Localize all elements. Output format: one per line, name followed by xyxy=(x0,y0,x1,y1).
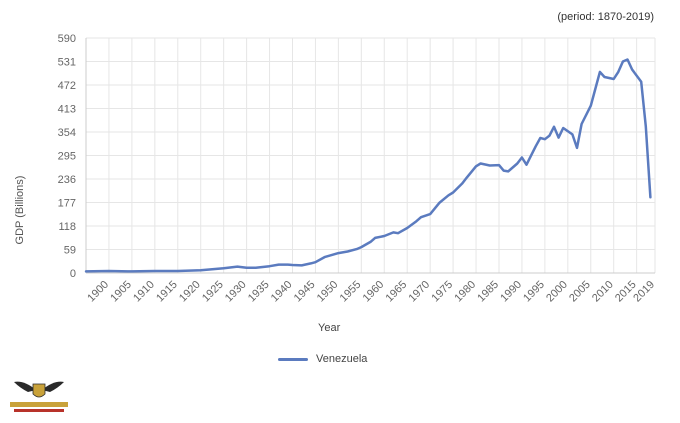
x-tick-label: 1920 xyxy=(177,279,203,305)
x-tick-label: 2005 xyxy=(567,279,593,305)
y-tick-label: 354 xyxy=(58,127,76,139)
x-tick-label: 1990 xyxy=(498,279,524,305)
x-tick-label: 1980 xyxy=(452,279,478,305)
x-axis-label: Year xyxy=(318,322,341,334)
x-tick-label: 1940 xyxy=(269,279,295,305)
y-tick-label: 118 xyxy=(58,221,76,233)
y-tick-label: 413 xyxy=(58,104,76,116)
y-tick-label: 59 xyxy=(64,245,76,257)
x-tick-label: 1970 xyxy=(406,279,432,305)
x-tick-label: 1975 xyxy=(429,279,455,305)
x-tick-label: 1915 xyxy=(154,279,180,305)
logo-banner xyxy=(10,402,68,407)
y-tick-label: 531 xyxy=(58,57,76,69)
series-lines xyxy=(84,58,652,273)
legend-swatch-venezuela xyxy=(278,357,308,361)
axes xyxy=(85,38,655,274)
series-line-venezuela xyxy=(84,58,652,273)
x-tick-label: 1900 xyxy=(85,279,111,305)
x-tick-label: 1955 xyxy=(338,279,364,305)
logo-wing-right xyxy=(42,381,64,392)
x-tick-label: 1935 xyxy=(246,279,272,305)
x-tick-label: 2000 xyxy=(544,279,570,305)
period-note: (period: 1870-2019) xyxy=(557,11,654,23)
x-tick-label: 1910 xyxy=(131,279,157,305)
y-tick-label: 295 xyxy=(58,151,76,163)
logo-shield-icon xyxy=(32,383,46,398)
x-tick-label: 1925 xyxy=(200,279,226,305)
x-tick-label: 1960 xyxy=(361,279,387,305)
x-tick-label: 1930 xyxy=(223,279,249,305)
y-tick-label: 236 xyxy=(58,174,76,186)
logo-wing-left xyxy=(14,381,36,392)
x-tick-label: 2010 xyxy=(590,279,616,305)
x-tick-labels: 1900190519101915192019251930193519401945… xyxy=(85,279,657,305)
x-tick-label: 1950 xyxy=(315,279,341,305)
x-tick-label: 1945 xyxy=(292,279,318,305)
forum-logo xyxy=(10,381,68,412)
y-tick-label: 472 xyxy=(58,80,76,92)
y-tick-label: 590 xyxy=(58,33,76,45)
x-tick-label: 1985 xyxy=(475,279,501,305)
x-tick-label: 1965 xyxy=(384,279,410,305)
grid-lines xyxy=(86,37,656,274)
legend[interactable]: Venezuela xyxy=(278,353,367,365)
y-tick-labels: 0 59 118 177 236 295 354 413 472 531 590 xyxy=(58,33,76,280)
y-tick-label: 0 xyxy=(70,268,76,280)
legend-label-venezuela: Venezuela xyxy=(316,353,368,365)
y-tick-label: 177 xyxy=(58,198,76,210)
logo-banner-sub xyxy=(14,409,64,412)
x-tick-label: 1905 xyxy=(108,279,134,305)
x-tick-label: 1995 xyxy=(521,279,547,305)
x-tick-label: 2019 xyxy=(631,279,657,305)
y-axis-label: GDP (Billions) xyxy=(14,175,26,245)
